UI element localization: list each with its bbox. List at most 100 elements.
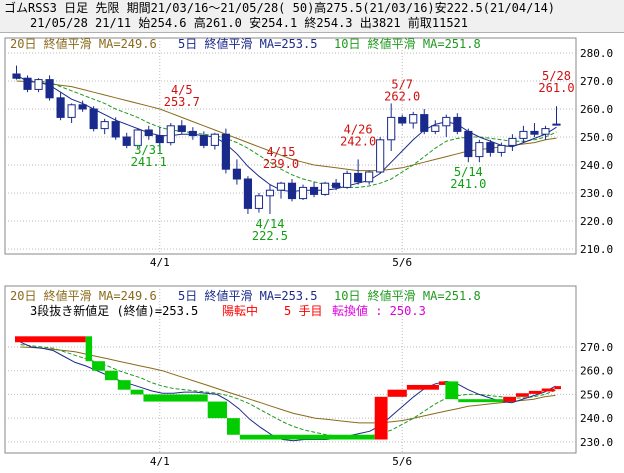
candle-body xyxy=(320,182,330,195)
candle-body xyxy=(133,129,142,146)
kagi-y-tick: 270.0 xyxy=(580,341,613,354)
kagi-down-brick xyxy=(85,336,93,362)
candle-body xyxy=(420,114,429,132)
kagi-down-brick xyxy=(104,370,118,381)
candle-body xyxy=(387,116,396,141)
annotation-value: 239.0 xyxy=(263,157,299,171)
candle-body xyxy=(332,182,341,188)
annotation-value: 222.5 xyxy=(252,229,288,243)
price-y-tick: 240.0 xyxy=(580,159,613,172)
kagi-down-brick xyxy=(130,389,144,395)
annotation-value: 241.1 xyxy=(131,155,167,169)
price-y-tick: 270.0 xyxy=(580,75,613,88)
chart-header: ゴムRSS3 日足 先限 期間21/03/16～21/05/28( 50)高27… xyxy=(0,0,624,33)
candle-body xyxy=(67,104,76,118)
candle-body xyxy=(287,182,297,200)
kagi-state: 陽転中 xyxy=(222,303,258,318)
candle-body xyxy=(486,142,495,153)
candle-body xyxy=(56,97,65,118)
price-y-tick: 250.0 xyxy=(580,131,613,144)
candle-body xyxy=(243,178,253,209)
annotation-date: 5/7 xyxy=(391,78,413,92)
candle-body xyxy=(78,104,87,110)
candle-body xyxy=(199,135,208,146)
candle-body xyxy=(464,130,473,158)
candle-body xyxy=(343,172,352,188)
header-line-1: ゴムRSS3 日足 先限 期間21/03/16～21/05/28( 50)高27… xyxy=(4,1,556,15)
kagi-down-brick xyxy=(207,401,227,419)
kagi-up-brick xyxy=(554,386,561,390)
candle-body xyxy=(23,77,32,90)
candle-body xyxy=(552,123,561,126)
annotation-date: 5/14 xyxy=(454,165,483,179)
price-y-tick: 230.0 xyxy=(580,187,613,200)
kagi-down-brick xyxy=(458,399,504,403)
kagi-up-brick xyxy=(374,396,388,440)
kagi-x-tick: 4/1 xyxy=(150,455,170,468)
candle-body xyxy=(365,171,374,183)
kagi-y-tick: 250.0 xyxy=(580,388,613,401)
candle-body xyxy=(89,108,98,130)
candle-body xyxy=(442,116,451,127)
kagi-down-brick xyxy=(92,361,105,371)
candle-body xyxy=(188,130,197,137)
candle-body xyxy=(210,133,219,146)
candle-body xyxy=(166,125,175,144)
kagi-ma20-line xyxy=(20,346,556,424)
kagi-down-brick xyxy=(117,380,131,390)
kagi-y-tick: 230.0 xyxy=(580,436,613,449)
annotation-date: 4/14 xyxy=(256,217,285,231)
price-legend-ma20: 20日 終値平滑 MA=249.6 xyxy=(10,36,157,51)
candle-body xyxy=(100,121,109,130)
kagi-y-tick: 260.0 xyxy=(580,365,613,378)
annotation-date: 4/26 xyxy=(344,122,373,136)
kagi-up-brick xyxy=(541,388,555,392)
candle-body xyxy=(508,137,517,146)
candle-body xyxy=(409,114,418,124)
annotation-date: 4/15 xyxy=(267,145,296,159)
kagi-up-brick xyxy=(406,384,439,390)
candle-body xyxy=(45,79,54,99)
candle-body xyxy=(453,116,462,132)
candle-body xyxy=(354,172,363,183)
candle-body xyxy=(398,116,407,124)
annotation-date: 5/28 xyxy=(542,69,571,83)
candle-body xyxy=(122,136,131,146)
price-x-tick: 5/6 xyxy=(392,256,412,269)
candle-body xyxy=(519,130,528,139)
candle-body xyxy=(34,79,43,90)
ma10-line xyxy=(16,77,557,188)
price-x-tick: 4/1 xyxy=(150,256,170,269)
candle-body xyxy=(177,125,186,132)
candle-body xyxy=(276,182,286,191)
kagi-y-tick: 240.0 xyxy=(580,412,613,425)
ma5-line xyxy=(16,74,557,193)
candle-body xyxy=(232,168,241,180)
kagi-up-brick xyxy=(438,381,446,385)
candle-body xyxy=(254,195,264,209)
kagi-down-brick xyxy=(143,394,208,402)
candle-body xyxy=(155,135,164,144)
candle-body xyxy=(12,73,21,79)
candle-body xyxy=(298,186,308,200)
candle-body xyxy=(497,144,506,153)
kagi-down-brick xyxy=(445,381,459,400)
candle-body xyxy=(144,129,153,137)
kagi-count: 5 手目 xyxy=(284,304,322,318)
kagi-legend-ma10: 10日 終値平滑 MA=251.8 xyxy=(334,288,481,303)
candle-body xyxy=(221,133,230,170)
annotation-value: 241.0 xyxy=(450,177,486,191)
price-y-tick: 260.0 xyxy=(580,103,613,116)
kagi-up-brick xyxy=(516,393,529,397)
kagi-subtitle: 3段抜き新値足 (終値)=253.5 xyxy=(30,303,198,318)
annotation-date: 3/31 xyxy=(134,143,163,157)
kagi-down-brick xyxy=(226,418,240,435)
kagi-up-brick xyxy=(15,336,86,343)
price-y-tick: 210.0 xyxy=(580,243,613,256)
price-legend-ma10: 10日 終値平滑 MA=251.8 xyxy=(334,36,481,51)
annotation-date: 4/5 xyxy=(171,83,193,97)
kagi-reversal-value: 転換値 : 250.3 xyxy=(332,303,426,318)
kagi-x-tick: 5/6 xyxy=(392,455,412,468)
header-line-2: 21/05/28 21/11 始254.6 高261.0 安254.1 終254… xyxy=(30,16,469,30)
candle-body xyxy=(530,130,539,135)
